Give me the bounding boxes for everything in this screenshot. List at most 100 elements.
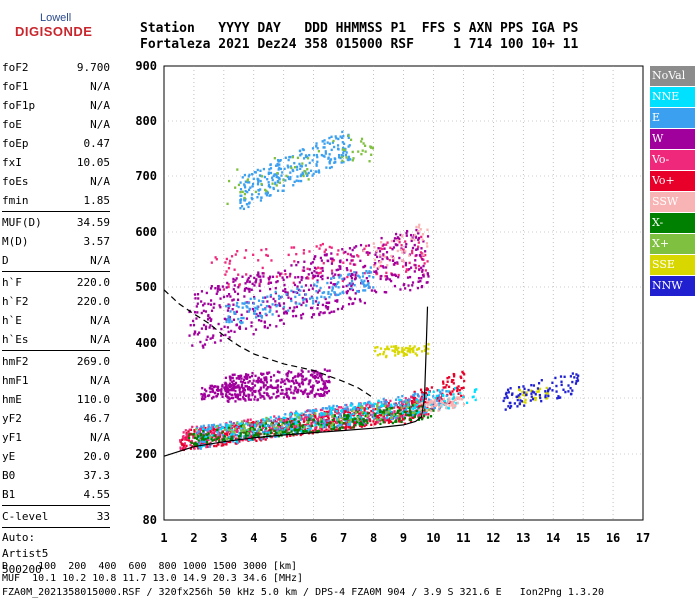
echo-point <box>312 414 315 418</box>
echo-point <box>430 399 433 403</box>
echo-point <box>342 291 345 295</box>
echo-point <box>231 428 234 432</box>
echo-point <box>235 310 238 313</box>
echo-point <box>433 406 436 409</box>
echo-point <box>345 151 348 154</box>
echo-point <box>410 396 413 399</box>
echo-point <box>207 438 210 442</box>
echo-point <box>293 283 297 287</box>
echo-point <box>521 390 524 394</box>
x-tick-label: 5 <box>280 531 287 545</box>
echo-point <box>348 144 351 147</box>
echo-point <box>345 414 349 418</box>
echo-point <box>509 387 512 390</box>
echo-point <box>322 418 325 421</box>
echo-point <box>245 385 249 388</box>
echo-point <box>417 264 421 268</box>
echo-point <box>268 431 272 434</box>
echo-point <box>253 428 256 431</box>
echo-point <box>344 250 347 254</box>
echo-point <box>527 388 530 392</box>
echo-point <box>366 414 369 418</box>
echo-point <box>245 305 248 308</box>
echo-point <box>284 287 287 291</box>
echo-point <box>245 420 248 423</box>
echo-point <box>242 389 245 392</box>
echo-point <box>242 397 245 400</box>
echo-point <box>353 422 356 425</box>
echo-point <box>379 264 382 268</box>
param-value: 10.05 <box>76 156 110 169</box>
echo-point <box>304 413 307 417</box>
echo-point <box>204 426 207 430</box>
echo-point <box>247 396 250 399</box>
echo-point <box>319 414 322 417</box>
echo-point <box>238 437 241 441</box>
echo-point <box>221 426 224 429</box>
echo-point <box>414 266 418 270</box>
echo-point <box>295 252 298 256</box>
echo-point <box>382 404 385 407</box>
echo-point <box>297 288 300 292</box>
echo-point <box>299 289 302 292</box>
echo-point <box>304 388 307 391</box>
echo-point <box>328 160 331 164</box>
echo-point <box>302 157 306 160</box>
echo-point <box>516 405 519 408</box>
echo-point <box>297 413 300 416</box>
echo-point <box>231 376 234 380</box>
echo-point <box>343 412 346 415</box>
echo-point <box>292 422 295 426</box>
echo-point <box>228 262 231 265</box>
echo-point <box>414 411 418 414</box>
echo-point <box>439 392 442 395</box>
echo-point <box>246 310 249 313</box>
echo-point <box>332 139 335 143</box>
echo-point <box>192 442 196 445</box>
echo-point <box>368 418 371 421</box>
param-name: hmE <box>2 393 22 406</box>
echo-point <box>350 282 353 285</box>
echo-point <box>274 286 277 290</box>
echo-point <box>403 422 406 425</box>
echo-point <box>408 345 412 348</box>
echo-point <box>400 350 404 353</box>
echo-point <box>546 389 550 393</box>
echo-point <box>195 317 198 320</box>
echo-point <box>269 431 273 435</box>
echo-point <box>365 423 368 427</box>
echo-point <box>292 290 295 294</box>
echo-point <box>228 428 231 432</box>
echo-point <box>272 386 276 390</box>
echo-point <box>225 383 228 386</box>
echo-point <box>417 280 420 283</box>
echo-point <box>390 279 393 283</box>
echo-point <box>301 390 304 394</box>
echo-point <box>244 422 248 425</box>
echo-point <box>214 430 217 433</box>
echo-point <box>434 397 437 400</box>
echo-point <box>266 254 269 257</box>
echo-point <box>290 289 293 293</box>
echo-point <box>349 404 353 407</box>
echo-point <box>544 390 547 393</box>
echo-point <box>259 425 262 429</box>
echo-point <box>362 422 365 425</box>
echo-point <box>276 390 280 393</box>
echo-point <box>299 174 302 178</box>
echo-point <box>204 440 207 443</box>
echo-point <box>284 426 288 429</box>
echo-point <box>369 402 372 405</box>
echo-point <box>256 307 259 311</box>
echo-point <box>424 250 427 253</box>
echo-point <box>301 312 305 316</box>
echo-point <box>197 447 200 450</box>
echo-point <box>281 392 284 395</box>
echo-point <box>268 323 272 327</box>
echo-point <box>309 284 313 287</box>
param-value: 9.700 <box>76 61 110 74</box>
echo-point <box>379 422 382 426</box>
echo-point <box>434 401 437 405</box>
echo-point <box>342 160 345 164</box>
echo-point <box>319 275 323 279</box>
